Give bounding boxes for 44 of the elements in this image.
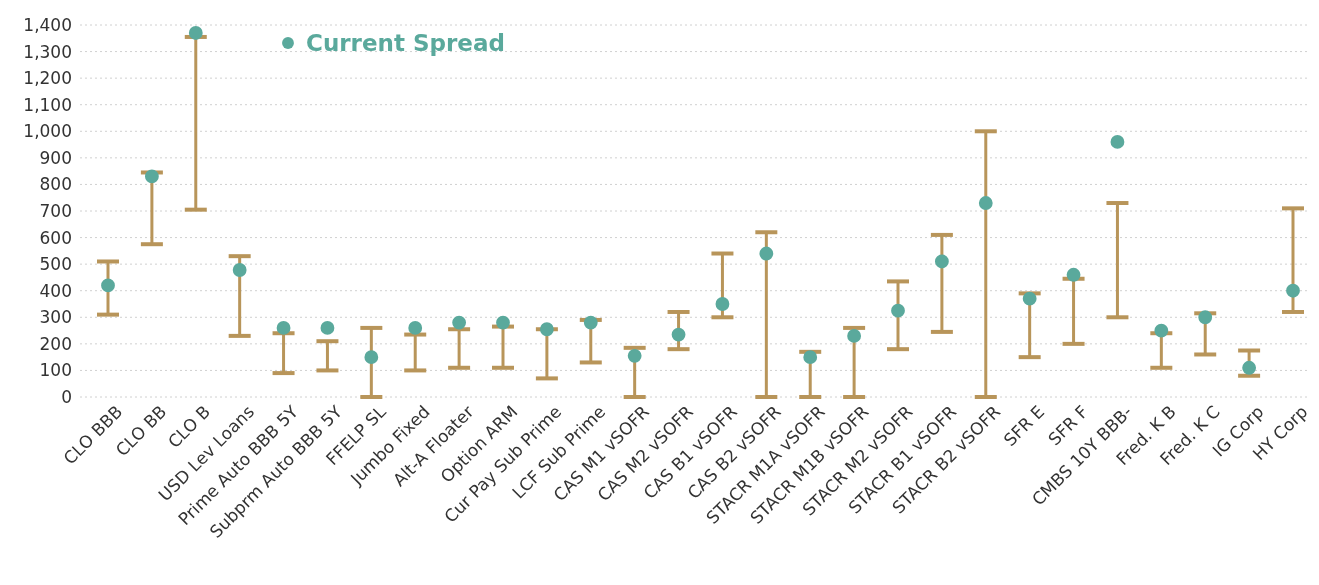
y-tick-label: 1,400 [23, 14, 72, 35]
point [232, 263, 247, 277]
y-tick-label: 500 [39, 254, 72, 275]
point [188, 26, 203, 40]
y-tick-label: 0 [61, 386, 72, 407]
point [539, 322, 554, 337]
y-tick-label: 100 [39, 360, 72, 381]
point [1154, 323, 1169, 338]
point [803, 350, 818, 365]
point [1286, 283, 1300, 298]
point [934, 254, 949, 269]
point [452, 315, 467, 330]
legend-label: Current Spread [306, 30, 505, 56]
y-tick-label: 700 [39, 200, 72, 221]
point [978, 196, 993, 210]
point [1066, 267, 1081, 282]
y-tick-label: 1,000 [23, 121, 72, 142]
y-tick-label: 800 [39, 174, 72, 195]
point [1110, 135, 1125, 149]
y-tick-label: 300 [39, 307, 72, 328]
y-tick-label: 200 [39, 333, 72, 354]
y-tick-label: 900 [39, 147, 72, 168]
point [847, 328, 862, 343]
point [1242, 360, 1257, 375]
point [276, 321, 291, 335]
point [364, 350, 379, 365]
point [101, 278, 115, 293]
point [759, 246, 774, 261]
point [891, 303, 905, 318]
point [1022, 291, 1037, 306]
y-tick-label: 1,300 [23, 41, 72, 62]
point [408, 321, 423, 335]
point [320, 321, 335, 335]
point [715, 297, 730, 311]
point [671, 327, 686, 342]
y-tick-label: 600 [39, 227, 72, 248]
y-tick-label: 1,100 [23, 94, 72, 115]
point [583, 315, 598, 330]
y-tick-label: 400 [39, 280, 72, 301]
point [1198, 310, 1213, 325]
point [144, 169, 159, 184]
point [496, 315, 510, 330]
point [627, 348, 642, 363]
y-tick-label: 1,200 [23, 68, 72, 89]
